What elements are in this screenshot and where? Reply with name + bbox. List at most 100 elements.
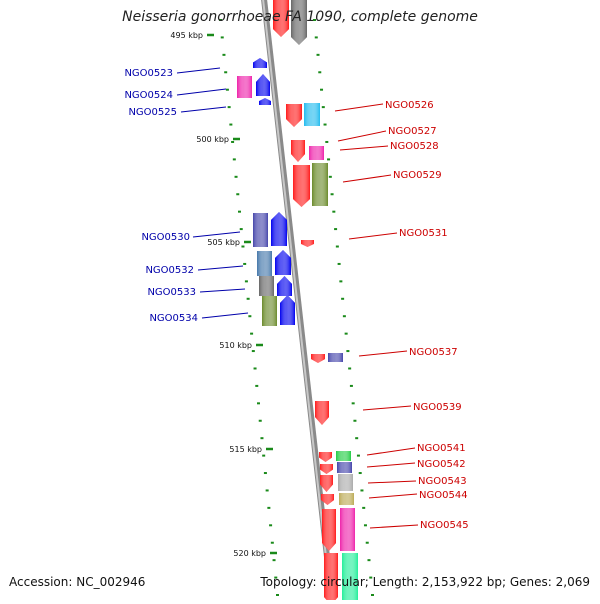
gene-block <box>273 0 289 37</box>
gene-label[interactable]: NGO0537 <box>409 347 458 358</box>
scale-dot <box>360 489 364 492</box>
gene-label[interactable]: NGO0523 <box>124 68 173 79</box>
gene-labels: NGO0523 NGO0524 NGO0525 NGO0530 NGO0532 NGO05… <box>124 68 468 531</box>
gene-label[interactable]: NGO0524 <box>124 90 173 101</box>
scale-dot <box>257 402 260 405</box>
gene-label[interactable]: NGO0529 <box>393 170 442 181</box>
gene-label[interactable]: NGO0531 <box>399 228 448 239</box>
scale-dot <box>341 297 345 300</box>
gene-block <box>309 146 324 160</box>
scale-dot <box>269 524 273 527</box>
gene-block <box>304 103 320 126</box>
scale-dot <box>236 193 240 196</box>
scale-dot <box>363 524 367 527</box>
leader-line <box>176 88 227 96</box>
scale-dot <box>316 53 320 56</box>
gene-label[interactable]: NGO0543 <box>418 476 467 487</box>
scale-dot <box>362 506 366 509</box>
leader-line <box>192 231 241 238</box>
gene-label[interactable]: NGO0534 <box>149 313 198 324</box>
gene-label[interactable]: NGO0539 <box>413 402 462 413</box>
scale-dot <box>371 594 374 596</box>
leader-line <box>367 480 417 484</box>
leader-line <box>342 174 392 183</box>
scale-dot <box>255 384 259 387</box>
leader-line <box>366 447 416 456</box>
gene-label[interactable]: NGO0526 <box>385 100 434 111</box>
backbone-highlight <box>262 0 333 604</box>
gene-label[interactable]: NGO0532 <box>145 265 194 276</box>
scale-dot <box>337 262 341 265</box>
gene-block <box>319 452 332 462</box>
scale-dot <box>244 280 248 283</box>
scale-dot <box>231 140 235 143</box>
scale-dot <box>227 106 231 109</box>
gene-block <box>337 462 352 473</box>
gene-label[interactable]: NGO0530 <box>141 232 190 243</box>
scale-dot <box>358 472 362 475</box>
scale-label: 520 kbp <box>233 549 266 558</box>
scale-dot <box>260 437 264 440</box>
genome-summary-text: Topology: circular; Length: 2,153,922 bp… <box>260 575 590 589</box>
scale-dot <box>274 576 278 579</box>
scale-dot <box>334 228 338 231</box>
gene-label[interactable]: NGO0544 <box>419 490 468 501</box>
map-title: Neisseria gonorrhoeae FA 1090, complete … <box>122 9 478 25</box>
scale-dot <box>332 210 336 213</box>
scale-label: 500 kbp <box>196 135 229 144</box>
gene-block <box>237 76 252 98</box>
gene-label[interactable]: NGO0542 <box>417 459 466 470</box>
scale-ticks <box>207 19 374 596</box>
gene-block <box>301 240 314 247</box>
gene-label[interactable]: NGO0541 <box>417 443 466 454</box>
gene-block <box>311 354 325 363</box>
leader-line <box>334 103 384 112</box>
gene-label[interactable]: NGO0525 <box>128 107 177 118</box>
scale-dot <box>356 454 360 457</box>
gene-block <box>259 276 274 296</box>
scale-dot <box>344 332 348 335</box>
leader-line <box>197 265 244 271</box>
scale-dot <box>320 88 324 91</box>
gene-block <box>322 509 336 551</box>
scale-dot <box>346 350 350 353</box>
gene-block <box>342 553 358 604</box>
gene-block <box>256 74 270 96</box>
gene-block <box>324 553 338 604</box>
gene-block <box>277 276 292 296</box>
leader-line <box>358 350 408 357</box>
scale-dot <box>367 559 371 562</box>
gene-block <box>293 165 310 207</box>
scale-dot <box>335 245 339 248</box>
label-leaders <box>176 67 419 529</box>
leader-line <box>369 524 419 529</box>
scale-dot <box>224 71 228 74</box>
gene-block <box>271 212 287 246</box>
gene-block <box>259 98 271 105</box>
scale-dot <box>342 315 346 318</box>
scale-dot <box>355 437 359 440</box>
scale-dot <box>351 402 355 405</box>
scale-label: 505 kbp <box>207 238 240 247</box>
gene-label[interactable]: NGO0545 <box>420 520 469 531</box>
gene-label[interactable]: NGO0528 <box>390 141 439 152</box>
scale-label: 510 kbp <box>219 341 252 350</box>
gene-block <box>291 140 305 162</box>
leader-line <box>366 462 416 468</box>
scale-dot <box>250 332 254 335</box>
scale-dot <box>222 53 226 56</box>
gene-block <box>262 296 277 326</box>
gene-label[interactable]: NGO0527 <box>388 126 437 137</box>
leader-line <box>362 405 412 411</box>
scale-dot <box>330 193 334 196</box>
scale-dot <box>265 489 269 492</box>
scale-dot <box>365 541 369 544</box>
gene-block <box>336 451 351 461</box>
scale-dot <box>232 158 236 161</box>
leader-line <box>199 288 246 293</box>
scale-dot <box>349 384 353 387</box>
scale-labels: 495 kbp 500 kbp 505 kbp 510 kbp 515 kbp 520 k… <box>170 31 266 558</box>
gene-label[interactable]: NGO0533 <box>147 287 196 298</box>
